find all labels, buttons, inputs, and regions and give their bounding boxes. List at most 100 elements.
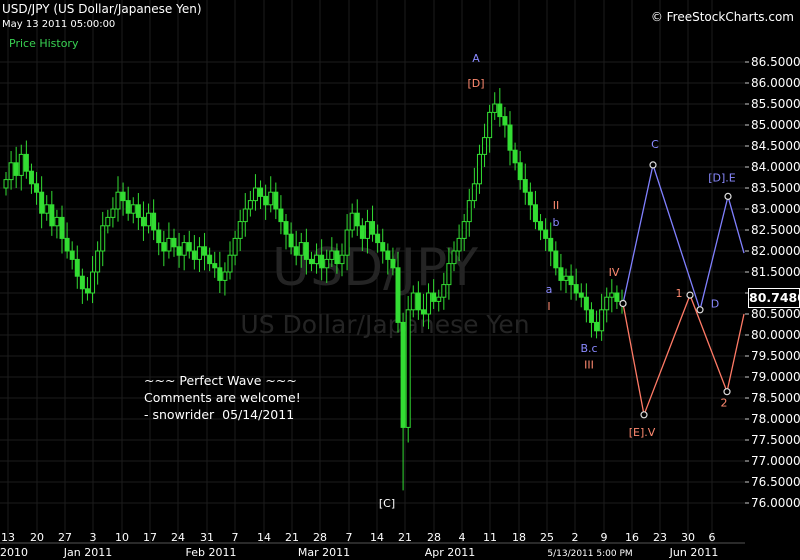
candle-body <box>186 242 192 252</box>
x-tick-label: 11 <box>483 531 497 544</box>
wave-pivot <box>723 388 731 396</box>
wave-label: a <box>546 283 553 296</box>
y-axis: 76.0000 76.5000 77.0000 77.5000 78.0000 78.50… <box>745 55 800 510</box>
candle-body <box>54 216 60 227</box>
candle-body <box>135 204 141 218</box>
x-tick-label: 14 <box>370 531 384 544</box>
candle-body <box>308 258 314 265</box>
candle-body <box>171 237 177 248</box>
candle-body <box>502 116 508 126</box>
x-tick-label: 30 <box>681 531 695 544</box>
wave-label: I <box>547 300 550 313</box>
candle-body <box>34 183 40 193</box>
candle-body <box>288 233 294 248</box>
wave-label: [D] <box>467 77 484 90</box>
candle-body <box>471 183 477 202</box>
candle-body <box>405 309 411 428</box>
brand-link[interactable]: © FreeStockCharts.com <box>650 10 794 24</box>
candle-body <box>64 237 70 252</box>
x-tick-label: 28 <box>313 531 327 544</box>
candle-body <box>329 250 335 260</box>
wave-pivot <box>724 192 732 200</box>
candle-body <box>115 191 121 210</box>
candle-body <box>237 221 243 239</box>
wave-pivot <box>686 291 694 299</box>
x-axis: 13 20 27 3 10 17 24 31 7 14 21 28 7 14 21 28 4 11 18 25 2 9 16… <box>0 531 745 559</box>
candle-body <box>166 237 172 252</box>
grid-lines <box>0 0 745 543</box>
candle-body <box>507 124 513 151</box>
candle-body <box>370 221 376 235</box>
candle-body <box>49 204 55 227</box>
x-tick-label: 14 <box>257 531 271 544</box>
wave-label: D <box>711 298 719 311</box>
candle-body <box>207 254 213 265</box>
wave-label: [C] <box>379 497 395 510</box>
candle-body <box>23 153 29 172</box>
candle-body <box>227 254 233 273</box>
candle-body <box>420 309 426 315</box>
candle-body <box>278 208 284 223</box>
candle-body <box>568 275 574 286</box>
candle-body <box>482 137 488 155</box>
period-label: Jan 2011 <box>63 546 112 559</box>
wave-label: 1 <box>676 287 683 300</box>
candle-body <box>558 267 564 281</box>
candle-body <box>44 204 50 214</box>
x-tick-label: 7 <box>232 531 239 544</box>
candle-body <box>532 204 538 223</box>
candle-body <box>18 153 24 176</box>
candle-body <box>588 309 594 323</box>
candle-body <box>191 250 197 260</box>
x-tick-label: 24 <box>171 531 185 544</box>
candle-body <box>222 271 228 281</box>
x-tick-label: 7 <box>346 531 353 544</box>
wave-pivot <box>640 411 648 419</box>
y-tick-label: 84.5000 <box>751 139 800 153</box>
candle-body <box>196 246 202 260</box>
candle-body <box>314 254 320 265</box>
candle-body <box>487 111 493 139</box>
wave-projections <box>619 161 745 419</box>
candle-body <box>466 200 472 223</box>
x-tick-label: 18 <box>512 531 526 544</box>
candle-body <box>105 216 111 227</box>
candle-body <box>517 162 523 181</box>
candle-body <box>441 284 447 298</box>
candle-body <box>446 263 452 286</box>
candle-body <box>79 275 85 290</box>
candle-body <box>334 250 340 265</box>
candle-body <box>232 237 238 256</box>
candle-body <box>609 292 615 298</box>
candle-body <box>90 271 96 294</box>
candle-body <box>410 292 416 311</box>
comment-note: ~~~ Perfect Wave ~~~ Comments are welcom… <box>144 372 301 423</box>
candle-body <box>161 242 167 252</box>
price-history-label[interactable]: Price History <box>9 37 79 50</box>
x-tick-label: 21 <box>285 531 299 544</box>
candle-body <box>252 187 258 202</box>
y-tick-label: 78.5000 <box>751 391 800 405</box>
candle-body <box>3 179 9 189</box>
candle-body <box>268 191 274 206</box>
candle-body <box>181 242 187 256</box>
candle-body <box>298 242 304 256</box>
wave-label: [D].E <box>708 172 736 185</box>
candle-body <box>125 200 131 214</box>
candle-body <box>324 258 330 269</box>
candle-body <box>375 233 381 244</box>
candle-body <box>59 216 65 239</box>
candle-body <box>120 191 126 202</box>
period-label: Feb 2011 <box>186 546 237 559</box>
wave-label: III <box>584 359 594 372</box>
candle-body <box>247 200 253 210</box>
candle-body <box>156 229 162 244</box>
y-tick-label: 83.0000 <box>751 202 800 216</box>
candle-body <box>543 229 549 239</box>
x-tick-label: 3 <box>90 531 97 544</box>
y-tick-label: 76.5000 <box>751 475 800 489</box>
candle-body <box>553 250 559 269</box>
candle-body <box>303 242 309 260</box>
candle-body <box>456 237 462 252</box>
